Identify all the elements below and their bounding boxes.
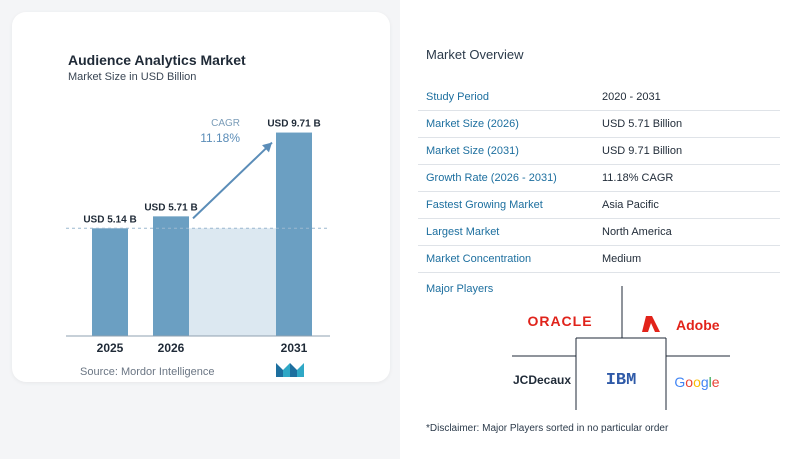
adobe-logo: Adobe (676, 317, 720, 333)
table-row: Market Size (2031) USD 9.71 Billion (418, 137, 780, 165)
major-players-logos: ORACLE Adobe JCDecaux IBM Google (512, 286, 730, 410)
table-row: Largest Market North America (418, 218, 780, 246)
cagr-value: 11.18% (200, 131, 240, 145)
chart-subtitle: Market Size in USD Billion (68, 71, 197, 83)
bar-2031 (276, 132, 312, 336)
row-value: USD 9.71 Billion (594, 137, 780, 165)
disclaimer: *Disclaimer: Major Players sorted in no … (426, 423, 669, 434)
google-letter: o (685, 374, 693, 390)
row-key: Largest Market (418, 218, 594, 246)
row-value: Medium (594, 245, 780, 273)
row-key: Study Period (418, 84, 594, 111)
row-value: Asia Pacific (594, 191, 780, 219)
table-row: Growth Rate (2026 - 2031) 11.18% CAGR (418, 164, 780, 192)
jcdecaux-logo: JCDecaux (513, 373, 571, 387)
row-key: Market Size (2031) (418, 137, 594, 165)
row-value: 11.18% CAGR (594, 164, 780, 192)
google-letter: l (709, 374, 712, 390)
table-row: Fastest Growing Market Asia Pacific (418, 191, 780, 219)
chart-title: Audience Analytics Market (68, 52, 246, 68)
x-tick-label: 2025 (97, 341, 124, 355)
table-row: Study Period 2020 - 2031 (418, 84, 780, 111)
bar-chart: USD 5.14 B USD 5.71 B USD 9.71 B 2025 2026 20… (66, 118, 330, 355)
table-row: Market Concentration Medium (418, 245, 780, 273)
google-letter: o (693, 374, 701, 390)
x-tick-label: 2026 (158, 341, 185, 355)
bar-2025 (92, 228, 128, 336)
cagr-arrow-head-icon (262, 142, 272, 153)
google-letter: g (701, 374, 709, 390)
row-key: Market Concentration (418, 245, 594, 273)
row-value: 2020 - 2031 (594, 84, 780, 111)
mordor-intelligence-logo-icon (276, 363, 304, 377)
overview-title: Market Overview (426, 47, 524, 62)
major-players-title: Major Players (426, 283, 494, 295)
baseline-shade (189, 228, 276, 336)
data-label: USD 9.71 B (267, 119, 320, 130)
row-value: USD 5.71 Billion (594, 110, 780, 138)
ibm-logo: IBM (606, 371, 637, 390)
data-label: USD 5.71 B (144, 202, 197, 213)
data-label: USD 5.14 B (83, 214, 136, 225)
bar-2026 (153, 216, 189, 336)
row-value: North America (594, 218, 780, 246)
source-note: Source: Mordor Intelligence (80, 366, 215, 378)
cagr-arrow-line (192, 141, 273, 220)
cagr-label: CAGR (211, 118, 240, 129)
google-letter: e (712, 374, 720, 390)
table-row: Market Size (2026) USD 5.71 Billion (418, 110, 780, 138)
adobe-logo-icon (642, 316, 660, 332)
row-key: Growth Rate (2026 - 2031) (418, 164, 594, 192)
oracle-logo: ORACLE (527, 313, 592, 329)
row-key: Market Size (2026) (418, 110, 594, 138)
google-letter: G (674, 374, 685, 390)
market-overview-table: Study Period 2020 - 2031 Market Size (20… (418, 84, 780, 273)
google-logo: Google (674, 374, 719, 390)
x-tick-label: 2031 (281, 341, 308, 355)
row-key: Fastest Growing Market (418, 191, 594, 219)
